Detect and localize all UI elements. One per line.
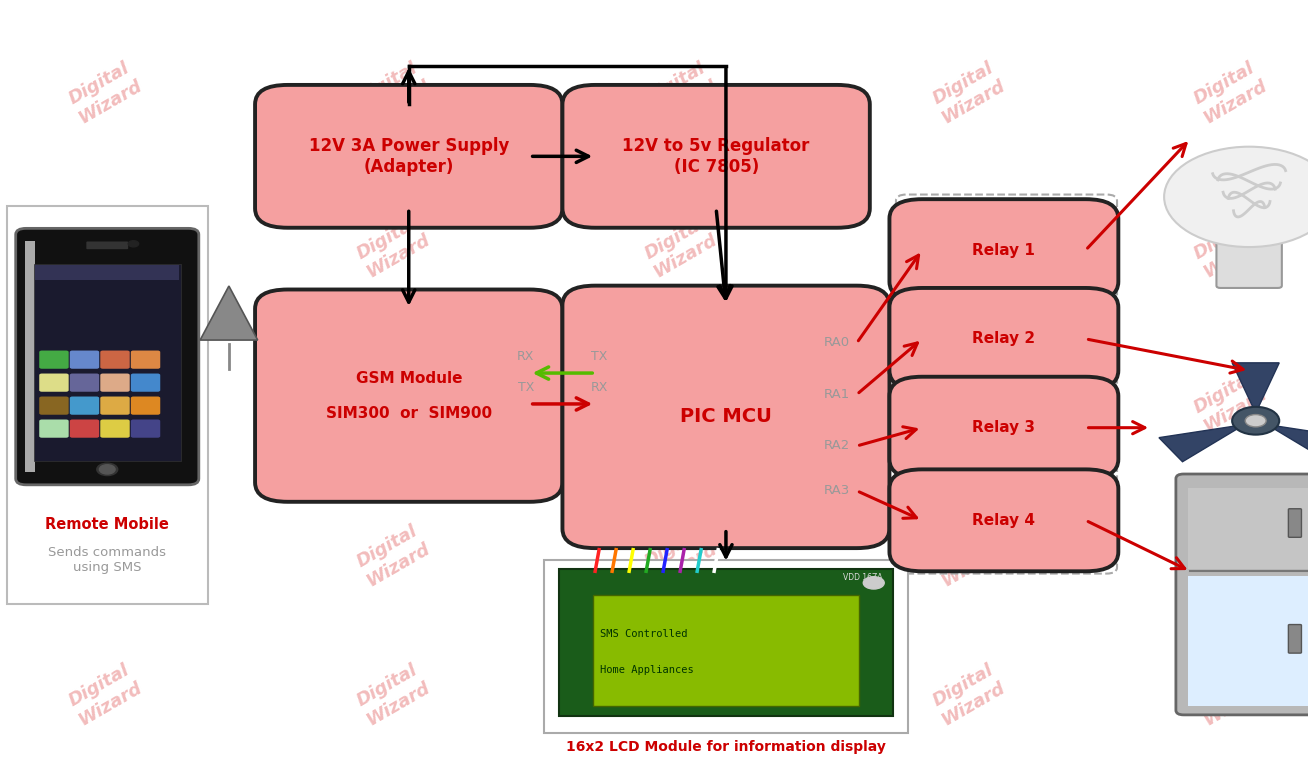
Text: Digital
Wizard: Digital Wizard [1189, 58, 1270, 127]
Text: PIC MCU: PIC MCU [680, 408, 772, 426]
FancyBboxPatch shape [593, 595, 859, 706]
Text: Digital
Wizard: Digital Wizard [927, 58, 1008, 127]
Text: RA3: RA3 [824, 484, 850, 497]
Text: SMS Controlled: SMS Controlled [600, 628, 688, 638]
Text: Digital
Wizard: Digital Wizard [1189, 521, 1270, 591]
Text: VDD 16ZA: VDD 16ZA [844, 573, 883, 582]
Text: Relay 3: Relay 3 [972, 420, 1036, 435]
Text: Digital
Wizard: Digital Wizard [640, 212, 721, 282]
Text: Remote Mobile: Remote Mobile [46, 517, 169, 533]
Text: Home Appliances: Home Appliances [600, 665, 695, 676]
FancyBboxPatch shape [69, 374, 99, 391]
FancyBboxPatch shape [39, 350, 69, 369]
FancyBboxPatch shape [39, 397, 69, 415]
FancyBboxPatch shape [25, 242, 35, 472]
Text: Digital
Wizard: Digital Wizard [352, 212, 433, 282]
Text: Digital
Wizard: Digital Wizard [64, 212, 145, 282]
Polygon shape [200, 286, 258, 340]
Text: TX: TX [591, 350, 607, 363]
Text: GSM Module

SIM300  or  SIM900: GSM Module SIM300 or SIM900 [326, 371, 492, 421]
Text: Digital
Wizard: Digital Wizard [1189, 660, 1270, 730]
Text: Digital
Wizard: Digital Wizard [352, 660, 433, 730]
Text: Digital
Wizard: Digital Wizard [927, 367, 1008, 436]
FancyBboxPatch shape [101, 374, 129, 391]
FancyBboxPatch shape [131, 397, 161, 415]
FancyBboxPatch shape [255, 85, 562, 228]
Text: Relay 1: Relay 1 [972, 242, 1036, 258]
Circle shape [1164, 147, 1308, 247]
Text: 16x2 LCD Module for information display: 16x2 LCD Module for information display [566, 740, 886, 753]
Text: Digital
Wizard: Digital Wizard [352, 521, 433, 591]
Text: Sends commands
using SMS: Sends commands using SMS [48, 546, 166, 574]
FancyBboxPatch shape [101, 350, 129, 369]
Text: RA1: RA1 [824, 388, 850, 401]
Circle shape [1245, 415, 1266, 427]
FancyBboxPatch shape [69, 419, 99, 438]
FancyBboxPatch shape [559, 569, 893, 716]
Text: 12V to 5v Regulator
(IC 7805): 12V to 5v Regulator (IC 7805) [623, 137, 810, 176]
FancyBboxPatch shape [101, 397, 129, 415]
FancyBboxPatch shape [889, 288, 1118, 390]
Text: Digital
Wizard: Digital Wizard [640, 58, 721, 127]
FancyBboxPatch shape [1188, 488, 1308, 569]
FancyBboxPatch shape [39, 374, 69, 391]
Text: Digital
Wizard: Digital Wizard [64, 58, 145, 127]
Text: RA0: RA0 [824, 337, 850, 350]
Text: Relay 4: Relay 4 [972, 513, 1036, 528]
FancyBboxPatch shape [1288, 625, 1301, 653]
Polygon shape [1267, 425, 1308, 462]
FancyBboxPatch shape [7, 206, 208, 604]
FancyBboxPatch shape [889, 377, 1118, 479]
Text: Digital
Wizard: Digital Wizard [927, 660, 1008, 730]
FancyBboxPatch shape [16, 229, 199, 485]
FancyBboxPatch shape [69, 397, 99, 415]
Text: Digital
Wizard: Digital Wizard [64, 660, 145, 730]
Polygon shape [1159, 425, 1244, 462]
Text: Digital
Wizard: Digital Wizard [927, 521, 1008, 591]
FancyBboxPatch shape [889, 199, 1118, 301]
FancyBboxPatch shape [131, 419, 161, 438]
FancyBboxPatch shape [1188, 576, 1308, 706]
FancyBboxPatch shape [889, 469, 1118, 571]
FancyBboxPatch shape [131, 350, 161, 369]
Circle shape [99, 465, 115, 474]
Circle shape [1232, 407, 1279, 435]
FancyBboxPatch shape [86, 242, 128, 249]
FancyBboxPatch shape [544, 560, 908, 733]
Text: Digital
Wizard: Digital Wizard [640, 367, 721, 436]
Text: Digital
Wizard: Digital Wizard [64, 521, 145, 591]
Text: Digital
Wizard: Digital Wizard [352, 58, 433, 127]
Text: Digital
Wizard: Digital Wizard [640, 660, 721, 730]
FancyBboxPatch shape [1176, 474, 1308, 715]
Circle shape [863, 577, 884, 589]
Circle shape [128, 241, 139, 247]
FancyBboxPatch shape [1288, 509, 1301, 537]
Text: Digital
Wizard: Digital Wizard [1189, 212, 1270, 282]
Text: Digital
Wizard: Digital Wizard [64, 367, 145, 436]
FancyBboxPatch shape [562, 286, 889, 548]
Text: Digital
Wizard: Digital Wizard [927, 212, 1008, 282]
FancyBboxPatch shape [39, 419, 69, 438]
Text: RX: RX [517, 350, 535, 363]
Text: Digital
Wizard: Digital Wizard [1189, 367, 1270, 436]
Text: RA2: RA2 [824, 439, 850, 452]
FancyBboxPatch shape [35, 265, 179, 280]
FancyBboxPatch shape [1216, 241, 1282, 288]
FancyBboxPatch shape [101, 419, 129, 438]
Text: Digital
Wizard: Digital Wizard [640, 521, 721, 591]
FancyBboxPatch shape [34, 264, 181, 461]
FancyBboxPatch shape [69, 350, 99, 369]
FancyBboxPatch shape [562, 85, 870, 228]
FancyBboxPatch shape [255, 290, 562, 502]
Polygon shape [1232, 363, 1279, 413]
Text: 12V 3A Power Supply
(Adapter): 12V 3A Power Supply (Adapter) [309, 137, 509, 176]
Circle shape [97, 463, 118, 476]
Text: TX: TX [518, 381, 534, 394]
Text: Digital
Wizard: Digital Wizard [352, 367, 433, 436]
FancyBboxPatch shape [131, 374, 161, 391]
Text: RX: RX [590, 381, 608, 394]
Text: Relay 2: Relay 2 [972, 331, 1036, 347]
